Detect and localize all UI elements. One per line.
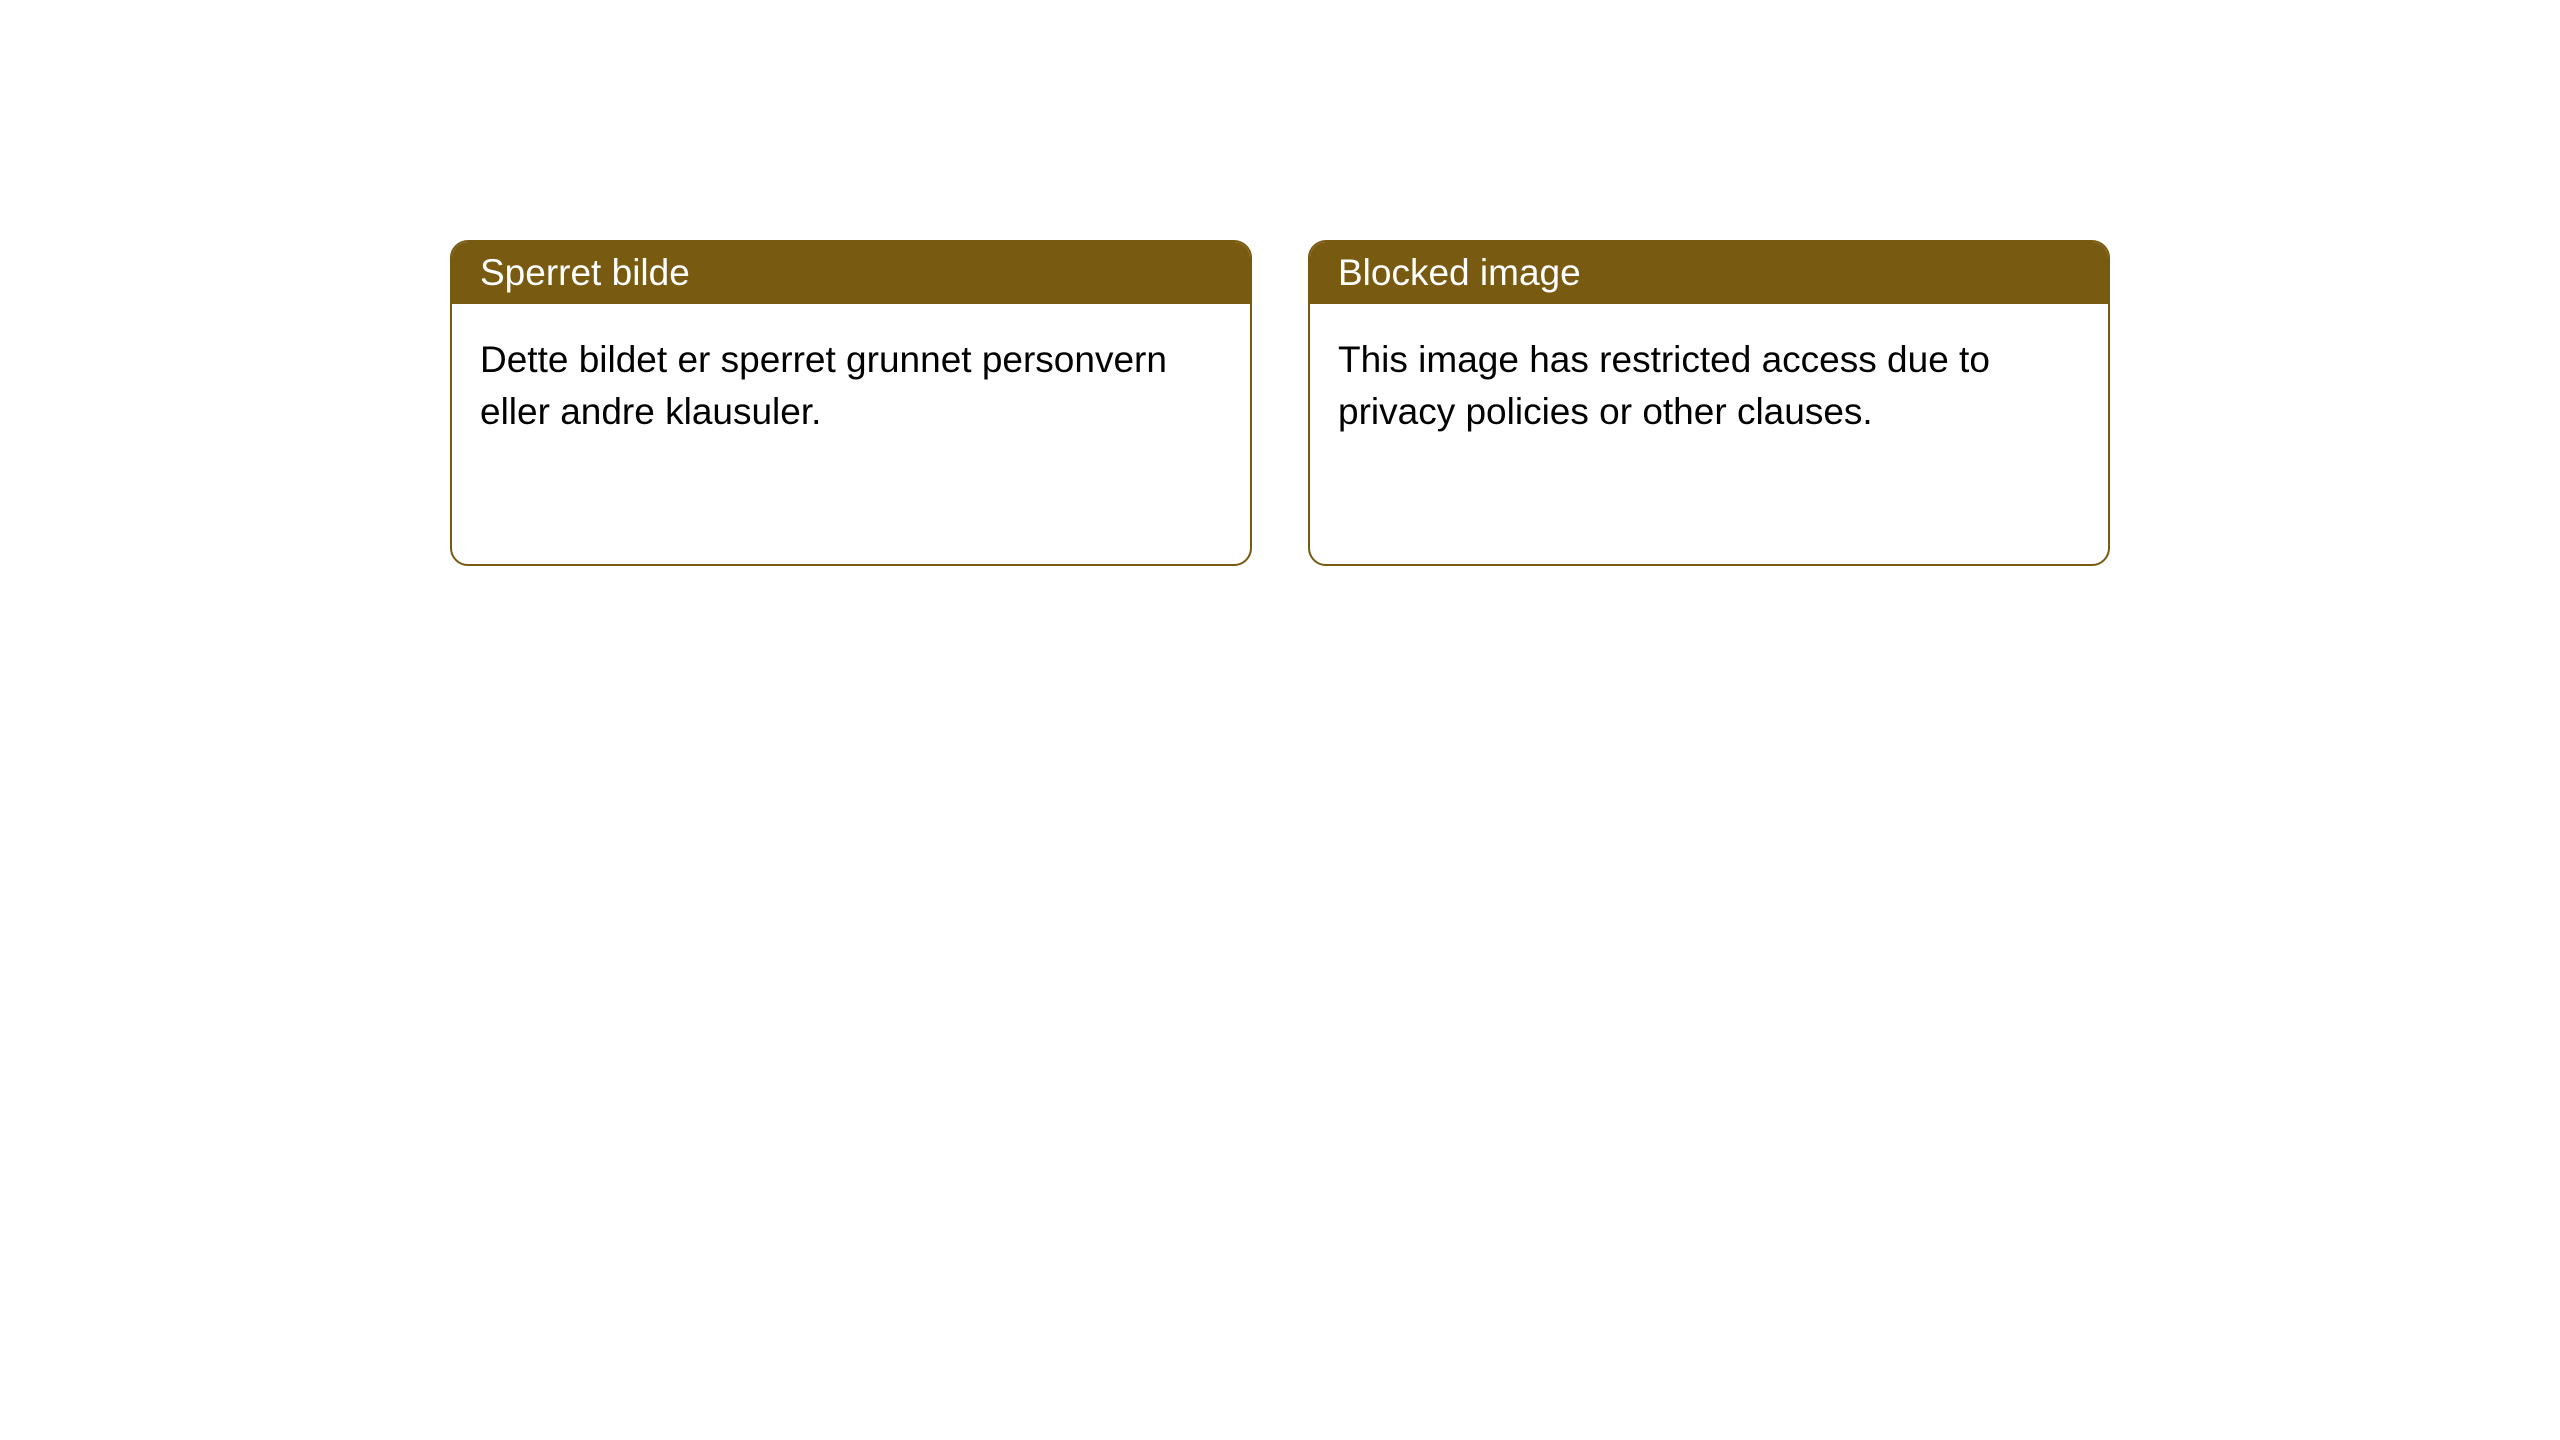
notice-text: Dette bildet er sperret grunnet personve… <box>480 339 1167 432</box>
notice-header: Sperret bilde <box>452 242 1250 304</box>
notice-container: Sperret bilde Dette bildet er sperret gr… <box>450 240 2110 566</box>
notice-title: Blocked image <box>1338 252 1581 293</box>
notice-title: Sperret bilde <box>480 252 690 293</box>
notice-body: Dette bildet er sperret grunnet personve… <box>452 304 1250 564</box>
notice-card-norwegian: Sperret bilde Dette bildet er sperret gr… <box>450 240 1252 566</box>
notice-text: This image has restricted access due to … <box>1338 339 1990 432</box>
notice-header: Blocked image <box>1310 242 2108 304</box>
notice-card-english: Blocked image This image has restricted … <box>1308 240 2110 566</box>
notice-body: This image has restricted access due to … <box>1310 304 2108 564</box>
